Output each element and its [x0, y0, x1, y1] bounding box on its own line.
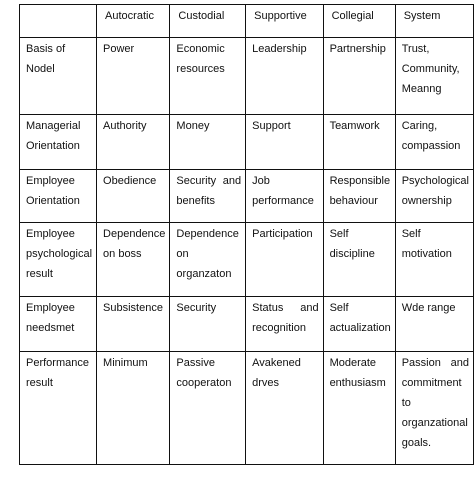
- table-row: Basis of Nodel Power Economic resources …: [18, 37, 474, 115]
- cell-text: Passion and commitment to organzational …: [401, 357, 469, 449]
- header-cell-empty: [18, 4, 98, 38]
- table-cell: Status and recognition: [245, 296, 324, 352]
- row-label: Performance result: [18, 351, 98, 465]
- table-cell: Subsistence: [96, 296, 171, 352]
- table-cell: Dependence on boss: [96, 222, 171, 297]
- table-cell: Self actualization: [322, 296, 396, 352]
- table-cell: Passive cooperaton: [169, 351, 247, 465]
- table-cell: Leadership: [245, 37, 324, 115]
- table-cell: Support: [245, 114, 324, 170]
- table-cell: Dependence on organzaton: [169, 222, 247, 297]
- table-cell: Passion and commitment to organzational …: [394, 351, 474, 465]
- table-cell: Avakened drves: [245, 351, 324, 465]
- row-label: Managerial Orientation: [18, 114, 98, 170]
- table-cell: Self discipline: [322, 222, 396, 297]
- table-cell: Caring, compassion: [394, 114, 474, 170]
- table-row: Managerial Orientation Authority Money S…: [18, 114, 474, 170]
- header-cell-custodial: Custodial: [169, 4, 247, 38]
- table-cell: Responsible behaviour: [322, 169, 396, 223]
- table-cell: Psychological ownership: [394, 169, 474, 223]
- header-cell-collegial: Collegial: [322, 4, 396, 38]
- row-label: Employee Orientation: [18, 169, 98, 223]
- table-cell: Security and benefits: [169, 169, 247, 223]
- table-cell: Moderate enthusiasm: [322, 351, 396, 465]
- table-cell: Authority: [96, 114, 171, 170]
- table-cell: Self motivation: [394, 222, 474, 297]
- table-cell: Minimum: [96, 351, 171, 465]
- table-cell: Economic resources: [169, 37, 247, 115]
- row-label: Employee psychological result: [18, 222, 98, 297]
- table-row: Employee Orientation Obedience Security …: [18, 169, 474, 223]
- table-cell: Power: [96, 37, 171, 115]
- table-row: Employee psychological result Dependence…: [18, 222, 474, 297]
- table-row: Performance result Minimum Passive coope…: [18, 351, 474, 465]
- cell-text: Status and recognition: [252, 302, 319, 334]
- header-cell-system: System: [394, 4, 474, 38]
- cell-text: Security and benefits: [176, 175, 242, 207]
- model-comparison-table: Autocratic Custodial Supportive Collegia…: [18, 4, 474, 465]
- header-cell-autocratic: Autocratic: [96, 4, 171, 38]
- table-cell: Obedience: [96, 169, 171, 223]
- table-cell: Wde range: [394, 296, 474, 352]
- table-cell: Teamwork: [322, 114, 396, 170]
- row-label: Employee needsmet: [18, 296, 98, 352]
- table-cell: Money: [169, 114, 247, 170]
- table-cell: Trust, Community, Meanng: [394, 37, 474, 115]
- table-cell: Partnership: [322, 37, 396, 115]
- header-cell-supportive: Supportive: [245, 4, 324, 38]
- table-cell: Security: [169, 296, 247, 352]
- table-header-row: Autocratic Custodial Supportive Collegia…: [18, 4, 474, 38]
- table-row: Employee needsmet Subsistence Security S…: [18, 296, 474, 352]
- table-cell: Participation: [245, 222, 324, 297]
- table-cell: Job performance: [245, 169, 324, 223]
- row-label: Basis of Nodel: [18, 37, 98, 115]
